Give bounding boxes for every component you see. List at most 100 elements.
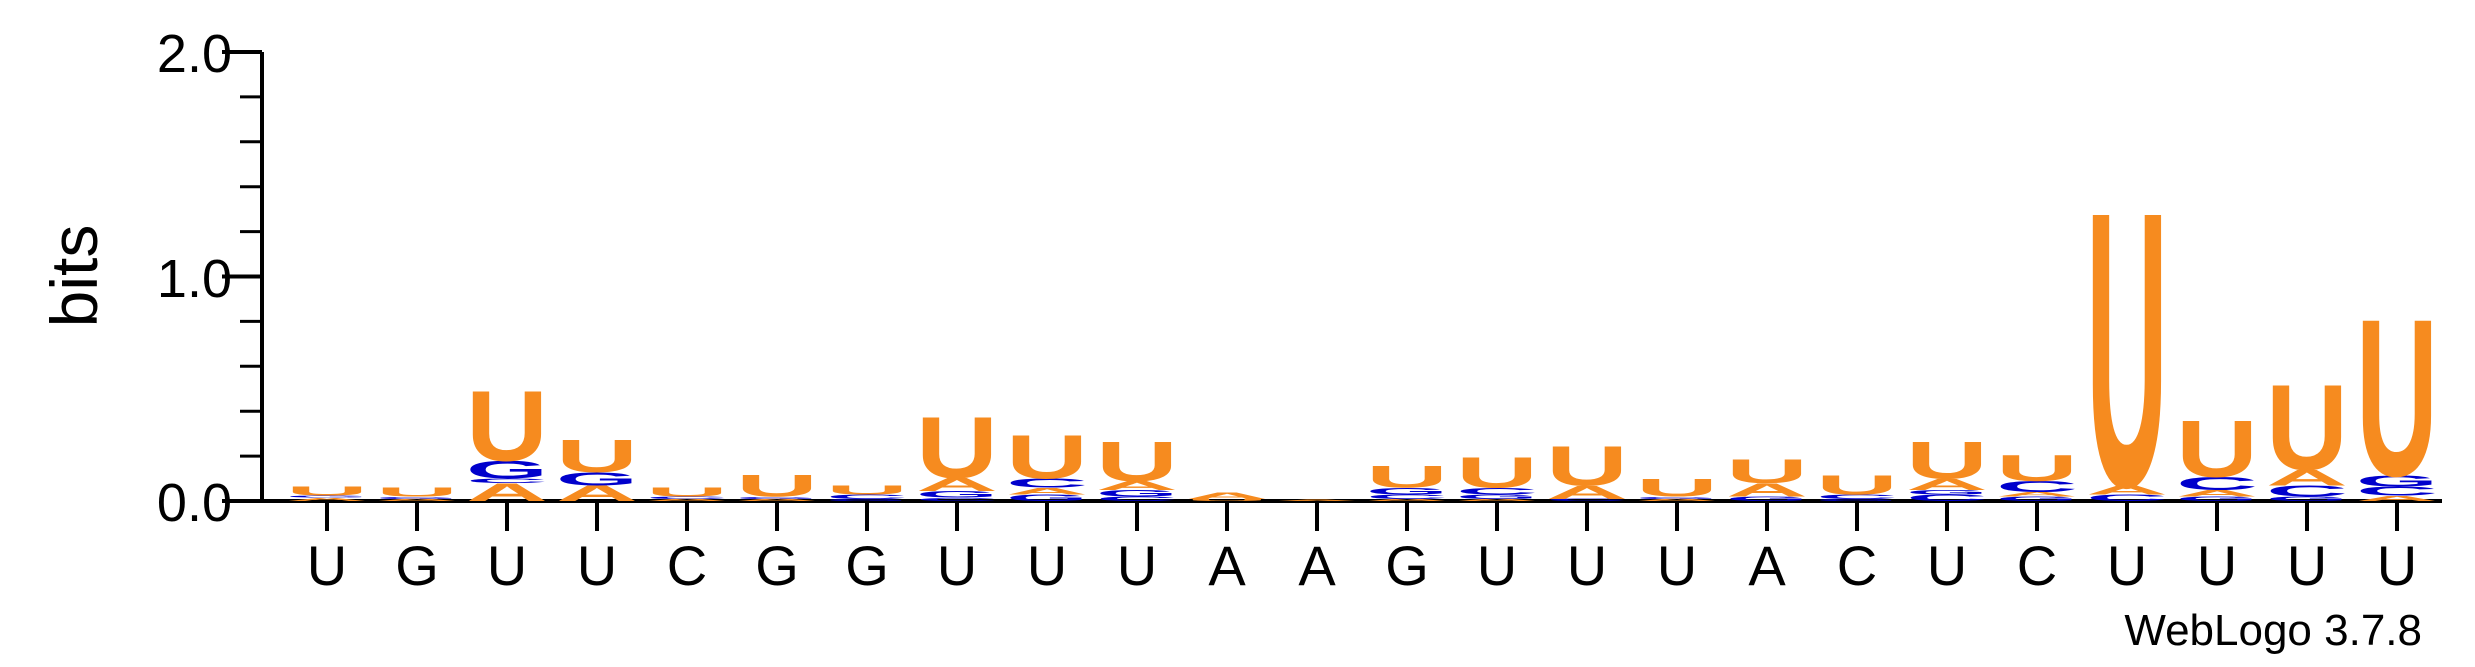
logo-letter-C: C: [1546, 498, 1628, 501]
logo-letter-A: A: [736, 498, 818, 501]
credit-label: WebLogo 3.7.8: [2124, 606, 2422, 655]
logo-letter-C: C: [1006, 476, 1088, 490]
logo-letter-A: A: [1006, 486, 1088, 496]
x-tick-label: G: [395, 534, 439, 597]
x-tick-label: C: [2017, 534, 2057, 597]
logo-letter-U: U: [466, 370, 548, 482]
x-tick-label: U: [1657, 534, 1697, 597]
x-tick-label: U: [1117, 534, 1157, 597]
logo-letter-U: U: [646, 485, 728, 499]
logo-letter-G: G: [1006, 492, 1088, 503]
logo-letter-A: A: [376, 498, 458, 501]
x-tick-label: U: [1027, 534, 1067, 597]
logo-letter-C: C: [466, 477, 548, 484]
logo-letter-C: C: [646, 496, 728, 499]
x-tick-label: A: [1298, 534, 1336, 597]
logo-letter-C: C: [1996, 478, 2078, 495]
x-tick-label: U: [2197, 534, 2237, 597]
logo-letter-G: G: [466, 456, 548, 484]
logo-letter-A: A: [1996, 491, 2078, 498]
logo-letter-G: G: [1906, 489, 1988, 496]
logo-letter-U: U: [1366, 459, 1448, 494]
logo-letter-U: U: [826, 483, 908, 497]
logo-letter-U: U: [736, 468, 818, 503]
logo-letter-U: U: [1636, 474, 1718, 502]
logo-letter-U: U: [916, 399, 998, 496]
y-ticks: 0.0 1.0 2.0: [157, 24, 232, 533]
x-tick-label: U: [1477, 534, 1517, 597]
logo-letter-A: A: [466, 479, 548, 507]
logo-letter-U: U: [2176, 403, 2258, 493]
logo-letter-U: U: [1186, 498, 1268, 501]
logo-letter-A: A: [286, 497, 368, 502]
logo-letter-G: G: [1366, 486, 1448, 497]
x-tick-label: U: [1567, 534, 1607, 597]
x-tick-label: A: [1748, 534, 1786, 597]
logo-letter-U: U: [2356, 272, 2438, 523]
logo-letter-A: A: [1366, 498, 1448, 501]
logo-letter-U: U: [1546, 435, 1628, 498]
logo-letter-A: A: [1636, 498, 1718, 501]
x-tick-label: A: [1208, 534, 1246, 597]
logo-letter-G: G: [916, 489, 998, 500]
logo-letter-A: A: [916, 474, 998, 495]
logo-letter-U: U: [1726, 452, 1808, 490]
logo-letter-A: A: [1456, 498, 1538, 501]
logo-letter-U: U: [2266, 360, 2348, 495]
logo-letter-C: C: [2356, 484, 2438, 498]
logo-letter-U: U: [286, 484, 368, 498]
logo-letter-C: C: [916, 497, 998, 502]
logo-letter-U: U: [376, 485, 458, 499]
logo-letter-U: U: [2086, 131, 2168, 570]
logo-letter-C: C: [1456, 486, 1538, 496]
logo-letter-A: A: [556, 482, 638, 506]
y-tick-label: 2.0: [157, 24, 232, 84]
x-tick-label: U: [577, 534, 617, 597]
logo-letter-G: G: [2266, 495, 2348, 502]
logo-letter-U: U: [1456, 448, 1538, 497]
logo-letter-G: G: [1456, 493, 1538, 500]
logo-letter-A: A: [646, 498, 728, 501]
axes: [222, 50, 2442, 531]
logo-letter-A: A: [1726, 480, 1808, 501]
logo-letter-A: A: [1186, 490, 1268, 500]
x-tick-label: C: [1837, 534, 1877, 597]
y-tick-label: 1.0: [157, 249, 232, 309]
x-tick-label: C: [667, 534, 707, 597]
logo-letter-U: U: [1096, 430, 1178, 493]
logo-letter-U: U: [1996, 447, 2078, 489]
logo-letter-C: C: [1096, 495, 1178, 502]
logo-letter-C: C: [1816, 493, 1898, 500]
x-tick-label: U: [2287, 534, 2327, 597]
logo-letter-C: C: [2086, 493, 2168, 503]
logo-letter-G: G: [2356, 472, 2438, 489]
logo-letter-G: G: [2176, 495, 2258, 502]
logo-letter-A: A: [2356, 494, 2438, 503]
logo-letter-G: G: [286, 495, 368, 498]
logo-letter-G: G: [736, 496, 818, 499]
y-tick-label: 0.0: [157, 473, 232, 533]
logo-letter-C: C: [1906, 493, 1988, 503]
logo-letter-A: A: [1546, 482, 1628, 503]
x-tick-label: G: [755, 534, 799, 597]
logo-letter-A: A: [1276, 500, 1358, 502]
logo-letter-U: U: [1816, 469, 1898, 501]
logo-letter-C: C: [2266, 483, 2348, 500]
logo-letter-U: U: [1006, 423, 1088, 492]
x-tick-label: U: [307, 534, 347, 597]
logo-letter-G: G: [376, 496, 458, 499]
x-tick-label: U: [937, 534, 977, 597]
x-tick-label: U: [487, 534, 527, 597]
x-tick-label: G: [1385, 534, 1429, 597]
logo-letter-A: A: [1906, 476, 1988, 493]
logo-letter-A: A: [1096, 479, 1178, 493]
y-axis-label: bits: [37, 225, 111, 328]
logo-letter-G: G: [1726, 495, 1808, 502]
logo-letter-U: U: [556, 430, 638, 482]
logo-letter-G: G: [1996, 495, 2078, 502]
logo-letter-A: A: [2086, 483, 2168, 497]
logo-letter-C: C: [826, 493, 908, 500]
